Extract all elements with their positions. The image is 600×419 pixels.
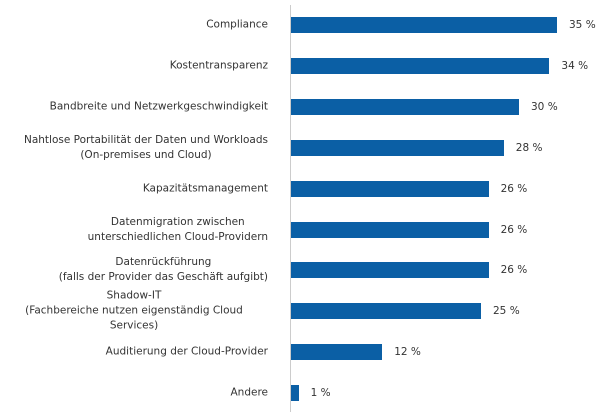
value-label: 26 % — [500, 182, 528, 195]
value-label: 30 % — [531, 100, 558, 113]
category-label: Datenrückführung (falls der Provider das… — [58, 256, 268, 284]
category-label: Shadow-IT (Fachbereiche nutzen eigenstän… — [25, 289, 243, 332]
category-label: Datenmigration zwischen unterschiedliche… — [87, 215, 268, 243]
value-label: 1 % — [310, 387, 331, 400]
value-label: 25 % — [493, 305, 520, 318]
bar — [291, 262, 489, 279]
category-label: Bandbreite und Netzwerkgeschwindigkeit — [49, 100, 268, 113]
bar — [291, 180, 489, 197]
bar — [291, 57, 550, 74]
value-label: 35 % — [569, 19, 596, 31]
category-label: Kapazitätsmanagement — [142, 182, 268, 195]
value-label: 26 % — [500, 223, 528, 236]
axis-line — [290, 5, 291, 412]
bar — [291, 17, 557, 33]
category-label: Auditierung der Cloud-Provider — [105, 345, 268, 358]
category-label: Kostentransparenz — [169, 59, 268, 72]
value-label: 34 % — [561, 59, 589, 72]
bar — [291, 303, 481, 320]
value-label: 12 % — [394, 346, 421, 359]
bar — [291, 221, 489, 238]
value-label: 26 % — [500, 264, 528, 277]
bar — [291, 344, 383, 361]
bar — [291, 139, 504, 156]
category-label: Andere — [230, 386, 268, 399]
category-label: Nahtlose Portabilität der Daten und Work… — [23, 133, 268, 161]
bar — [291, 385, 299, 402]
bar — [291, 98, 519, 115]
value-label: 28 % — [515, 141, 543, 154]
category-label: Compliance — [206, 18, 268, 31]
